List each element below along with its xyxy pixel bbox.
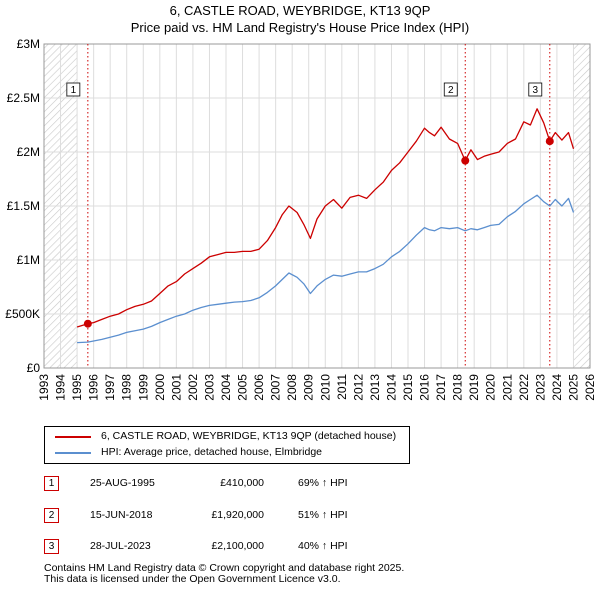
sale-price: £1,920,000 [211, 509, 264, 521]
sale-badge-box [66, 82, 81, 97]
sale-date: 28-JUL-2023 [90, 540, 151, 552]
y-tick-label: £2M [17, 145, 40, 159]
sale-badge-box [443, 82, 458, 97]
y-tick-label: £500K [5, 307, 40, 321]
sale-badge-label: 1 [71, 85, 77, 96]
x-tick-label: 2007 [269, 374, 283, 401]
sale-badge: 2 [443, 82, 458, 97]
x-tick-label: 2015 [401, 374, 415, 401]
x-tick-label: 2020 [484, 374, 498, 401]
sale-badge-label: 3 [533, 85, 539, 96]
footer-copyright: Contains HM Land Registry data © Crown c… [44, 562, 405, 574]
y-tick-label: £2.5M [7, 91, 40, 105]
x-tick-label: 2016 [418, 374, 432, 401]
y-tick-label: £1M [17, 253, 40, 267]
y-tick-label: £3M [17, 37, 40, 51]
sale-row: 1 25-AUG-1995 £410,000 69% ↑ HPI [44, 476, 600, 492]
x-tick-label: 2014 [384, 374, 398, 401]
x-tick-label: 2006 [252, 374, 266, 401]
sale-badge-label: 2 [448, 85, 454, 96]
sale-row: 3 28-JUL-2023 £2,100,000 40% ↑ HPI [44, 539, 600, 555]
x-tick-label: 1995 [70, 374, 84, 401]
x-tick-label: 2001 [169, 374, 183, 401]
sale-number-badge: 2 [44, 508, 59, 523]
x-tick-label: 2009 [302, 374, 316, 401]
x-tick-label: 1997 [103, 374, 117, 401]
sale-hpi-change: 69% ↑ HPI [298, 477, 348, 489]
sale-number-badge: 3 [44, 539, 59, 554]
hpi-series-line [77, 194, 575, 344]
sale-badge: 1 [66, 82, 81, 97]
x-tick-label: 1999 [136, 374, 150, 401]
chart-subtitle: Price paid vs. HM Land Registry's House … [130, 20, 470, 35]
sale-number-badge: 1 [44, 476, 59, 491]
x-tick-label: 2024 [550, 374, 564, 401]
y-tick-label: £1.5M [7, 199, 40, 213]
x-tick-label: 2017 [434, 374, 448, 401]
x-tick-label: 2002 [186, 374, 200, 401]
x-tick-label: 2004 [219, 374, 233, 401]
legend-swatch-red [55, 436, 91, 438]
x-tick-label: 2026 [583, 374, 597, 401]
price-paid-series-line [76, 108, 575, 328]
sale-point [545, 137, 554, 146]
chart-legend: 6, CASTLE ROAD, WEYBRIDGE, KT13 9QP (det… [44, 426, 410, 464]
x-tick-label: 1993 [37, 374, 51, 401]
x-tick-label: 2010 [318, 374, 332, 401]
x-tick-label: 1994 [54, 374, 68, 401]
sale-price: £410,000 [220, 477, 264, 489]
x-tick-label: 2008 [285, 374, 299, 401]
sale-date: 25-AUG-1995 [90, 477, 155, 489]
legend-label: 6, CASTLE ROAD, WEYBRIDGE, KT13 9QP (det… [101, 430, 397, 442]
x-tick-label: 1996 [87, 374, 101, 401]
x-tick-label: 2003 [202, 374, 216, 401]
sale-point [461, 156, 470, 165]
legend-swatch-blue [55, 452, 91, 454]
sale-row: 2 15-JUN-2018 £1,920,000 51% ↑ HPI [44, 508, 600, 524]
x-tick-label: 2021 [500, 374, 514, 401]
sale-badge-box [528, 82, 543, 97]
x-tick-label: 2005 [236, 374, 250, 401]
plot-frame [43, 43, 591, 369]
x-tick-label: 1998 [120, 374, 134, 401]
x-tick-label: 2022 [517, 374, 531, 401]
x-tick-label: 2019 [467, 374, 481, 401]
sale-hpi-change: 40% ↑ HPI [298, 540, 348, 552]
x-tick-label: 2012 [351, 374, 365, 401]
sale-hpi-change: 51% ↑ HPI [298, 509, 348, 521]
footer-licence: This data is licensed under the Open Gov… [44, 573, 341, 585]
legend-entry-hpi: HPI: Average price, detached house, Elmb… [45, 445, 409, 461]
x-tick-label: 2000 [153, 374, 167, 401]
y-tick-label: £0 [27, 361, 41, 375]
sale-point [83, 319, 92, 328]
legend-label: HPI: Average price, detached house, Elmb… [101, 446, 323, 458]
x-tick-label: 2025 [566, 374, 580, 401]
x-tick-label: 2013 [368, 374, 382, 401]
sale-badge: 3 [528, 82, 543, 97]
x-tick-label: 2011 [335, 374, 349, 400]
x-tick-label: 2018 [451, 374, 465, 401]
legend-entry-price-paid: 6, CASTLE ROAD, WEYBRIDGE, KT13 9QP (det… [45, 429, 409, 445]
chart-title-address: 6, CASTLE ROAD, WEYBRIDGE, KT13 9QP [169, 3, 431, 18]
sale-date: 15-JUN-2018 [90, 509, 153, 521]
sale-price: £2,100,000 [211, 540, 264, 552]
x-tick-label: 2023 [533, 374, 547, 401]
